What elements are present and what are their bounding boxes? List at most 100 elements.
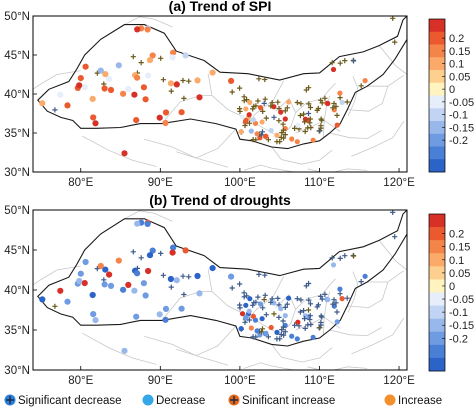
station-significant xyxy=(302,325,308,331)
station-point xyxy=(146,57,154,64)
station-point xyxy=(295,319,301,325)
station-significant xyxy=(275,99,281,105)
colorbar-segment xyxy=(429,279,445,293)
station-significant xyxy=(186,274,192,280)
station-significant xyxy=(319,296,325,302)
station-significant xyxy=(181,95,187,101)
station-point xyxy=(254,131,260,137)
station-point xyxy=(57,91,64,98)
y-tick-label: 50°N xyxy=(4,205,30,217)
colorbar-tick-label: 0.1 xyxy=(449,59,464,71)
station-point xyxy=(89,95,96,102)
station-point xyxy=(125,281,132,288)
station-significant xyxy=(52,303,58,309)
station-point xyxy=(146,252,154,259)
station-point xyxy=(77,75,84,82)
province-border xyxy=(207,73,280,138)
station-significant xyxy=(307,301,314,307)
station-point xyxy=(162,119,169,127)
colorbar-tick-label: 0 xyxy=(449,281,455,293)
station-point xyxy=(39,100,46,107)
station-significant xyxy=(282,329,288,335)
station-significant xyxy=(351,253,357,259)
station-significant xyxy=(318,322,324,328)
province-border xyxy=(295,278,336,310)
province-border xyxy=(347,281,389,309)
province-border xyxy=(367,74,405,87)
station-point xyxy=(107,282,115,289)
station-point xyxy=(90,311,97,318)
station-significant xyxy=(322,95,328,101)
station-point xyxy=(310,334,316,340)
station-point xyxy=(182,247,189,254)
station-point xyxy=(134,270,141,277)
station-significant xyxy=(259,129,266,135)
station-significant xyxy=(329,255,335,261)
station-point xyxy=(90,114,97,121)
station-point xyxy=(81,280,88,287)
station-significant xyxy=(318,313,324,319)
station-point xyxy=(250,117,256,123)
station-point xyxy=(182,52,189,59)
station-significant xyxy=(180,77,186,84)
station-point xyxy=(259,316,265,322)
x-tick-label: 90°E xyxy=(148,177,173,189)
panel-b-axis-ticks: 80°E 90°E 100°E 110°E 120°E 50°N 45°N 40°N 35°N 3… xyxy=(4,205,415,387)
colorbar-segment xyxy=(429,159,445,173)
province-border xyxy=(207,269,280,335)
colorbar-segment xyxy=(429,227,445,241)
province-border xyxy=(351,317,405,355)
station-significant xyxy=(263,312,269,318)
province-border xyxy=(82,135,157,167)
station-significant xyxy=(358,83,364,89)
station-significant xyxy=(246,120,253,126)
province-border xyxy=(124,16,173,28)
province-border xyxy=(295,82,336,113)
station-point xyxy=(64,102,71,109)
colorbar-segment xyxy=(429,70,445,84)
station-point xyxy=(149,52,156,59)
legend-symbol xyxy=(384,394,396,406)
station-significant xyxy=(138,255,144,261)
station-point xyxy=(134,74,141,81)
station-point xyxy=(39,296,46,303)
colorbar-tick-label: -0.1 xyxy=(449,307,468,319)
station-significant xyxy=(334,112,340,118)
colorbar-tick-label: 0.05 xyxy=(449,268,470,280)
station-significant xyxy=(259,329,265,335)
station-point xyxy=(239,311,246,317)
station-significant xyxy=(306,297,312,303)
legend-label: Sinificant increase xyxy=(242,395,335,407)
station-significant xyxy=(263,115,269,121)
station-point xyxy=(246,308,252,314)
province-border xyxy=(271,146,333,165)
colorbar-tick-label: 0.2 xyxy=(449,229,464,241)
panel-b-colorbar: 0.20.150.10.050-0.05-0.1-0.15-0.2 xyxy=(428,213,474,372)
station-point xyxy=(228,273,235,280)
station-point xyxy=(120,90,127,97)
station-significant xyxy=(318,293,324,299)
station-significant xyxy=(181,291,187,298)
province-border xyxy=(243,164,295,172)
province-border xyxy=(295,120,341,134)
station-significant xyxy=(260,305,266,311)
station-point xyxy=(144,26,151,33)
station-significant xyxy=(265,334,271,340)
station-significant xyxy=(256,271,262,277)
station-significant xyxy=(337,291,343,297)
station-significant xyxy=(284,301,290,307)
station-significant xyxy=(337,95,343,101)
panel-b-map xyxy=(33,210,407,370)
station-significant xyxy=(330,301,336,307)
station-significant xyxy=(305,322,311,328)
station-significant xyxy=(268,103,274,109)
province-border xyxy=(176,128,237,159)
station-point xyxy=(362,78,368,84)
station-significant xyxy=(241,94,247,100)
station-point xyxy=(209,69,216,76)
station-significant xyxy=(229,89,235,95)
station-significant xyxy=(246,317,253,323)
colorbar-segment xyxy=(429,266,445,280)
station-significant xyxy=(337,255,343,261)
station-significant xyxy=(318,116,324,122)
